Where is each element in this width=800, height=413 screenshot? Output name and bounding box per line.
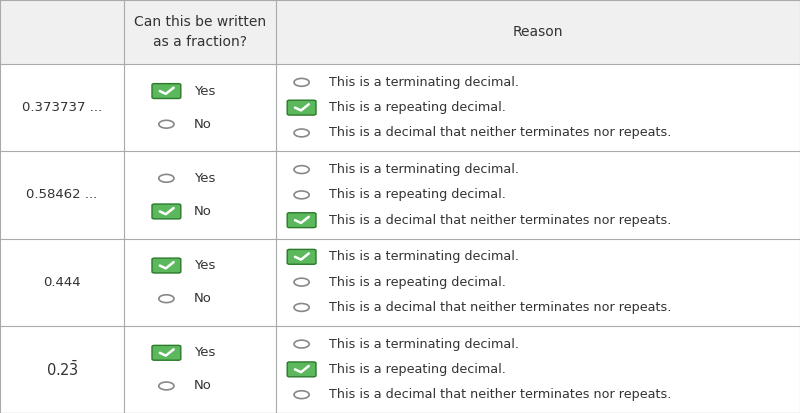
Text: Yes: Yes [194, 85, 215, 97]
FancyBboxPatch shape [287, 213, 316, 228]
FancyBboxPatch shape [152, 204, 181, 219]
Text: Yes: Yes [194, 172, 215, 185]
Text: 0.444: 0.444 [43, 275, 81, 289]
Text: This is a decimal that neither terminates nor repeats.: This is a decimal that neither terminate… [329, 126, 671, 140]
Text: This is a repeating decimal.: This is a repeating decimal. [329, 188, 506, 202]
Bar [0, 64, 800, 151]
Text: Reason: Reason [513, 25, 563, 39]
Text: This is a terminating decimal.: This is a terminating decimal. [329, 76, 518, 89]
Text: This is a terminating decimal.: This is a terminating decimal. [329, 337, 518, 351]
FancyBboxPatch shape [152, 258, 181, 273]
Text: No: No [194, 118, 211, 131]
Text: Can this be written
as a fraction?: Can this be written as a fraction? [134, 15, 266, 49]
FancyBboxPatch shape [287, 249, 316, 264]
Text: 0.373737 ...: 0.373737 ... [22, 101, 102, 114]
Text: This is a repeating decimal.: This is a repeating decimal. [329, 363, 506, 376]
Bar [0, 238, 800, 326]
FancyBboxPatch shape [152, 83, 181, 98]
Text: 0.58462 ...: 0.58462 ... [26, 188, 98, 202]
FancyBboxPatch shape [287, 100, 316, 115]
Text: This is a decimal that neither terminates nor repeats.: This is a decimal that neither terminate… [329, 388, 671, 401]
Text: This is a terminating decimal.: This is a terminating decimal. [329, 250, 518, 263]
Text: This is a decimal that neither terminates nor repeats.: This is a decimal that neither terminate… [329, 214, 671, 227]
Text: This is a decimal that neither terminates nor repeats.: This is a decimal that neither terminate… [329, 301, 671, 314]
Text: This is a repeating decimal.: This is a repeating decimal. [329, 101, 506, 114]
FancyBboxPatch shape [152, 345, 181, 360]
Bar [0, 326, 800, 413]
Text: No: No [194, 292, 211, 305]
Text: Yes: Yes [194, 259, 215, 272]
Text: This is a repeating decimal.: This is a repeating decimal. [329, 275, 506, 289]
Text: $0.2\bar{3}$: $0.2\bar{3}$ [46, 360, 78, 379]
Bar [0, 151, 800, 238]
Bar [0, 0, 800, 64]
Text: Yes: Yes [194, 346, 215, 359]
Text: No: No [194, 205, 211, 218]
Text: No: No [194, 380, 211, 392]
Text: This is a terminating decimal.: This is a terminating decimal. [329, 163, 518, 176]
FancyBboxPatch shape [287, 362, 316, 377]
